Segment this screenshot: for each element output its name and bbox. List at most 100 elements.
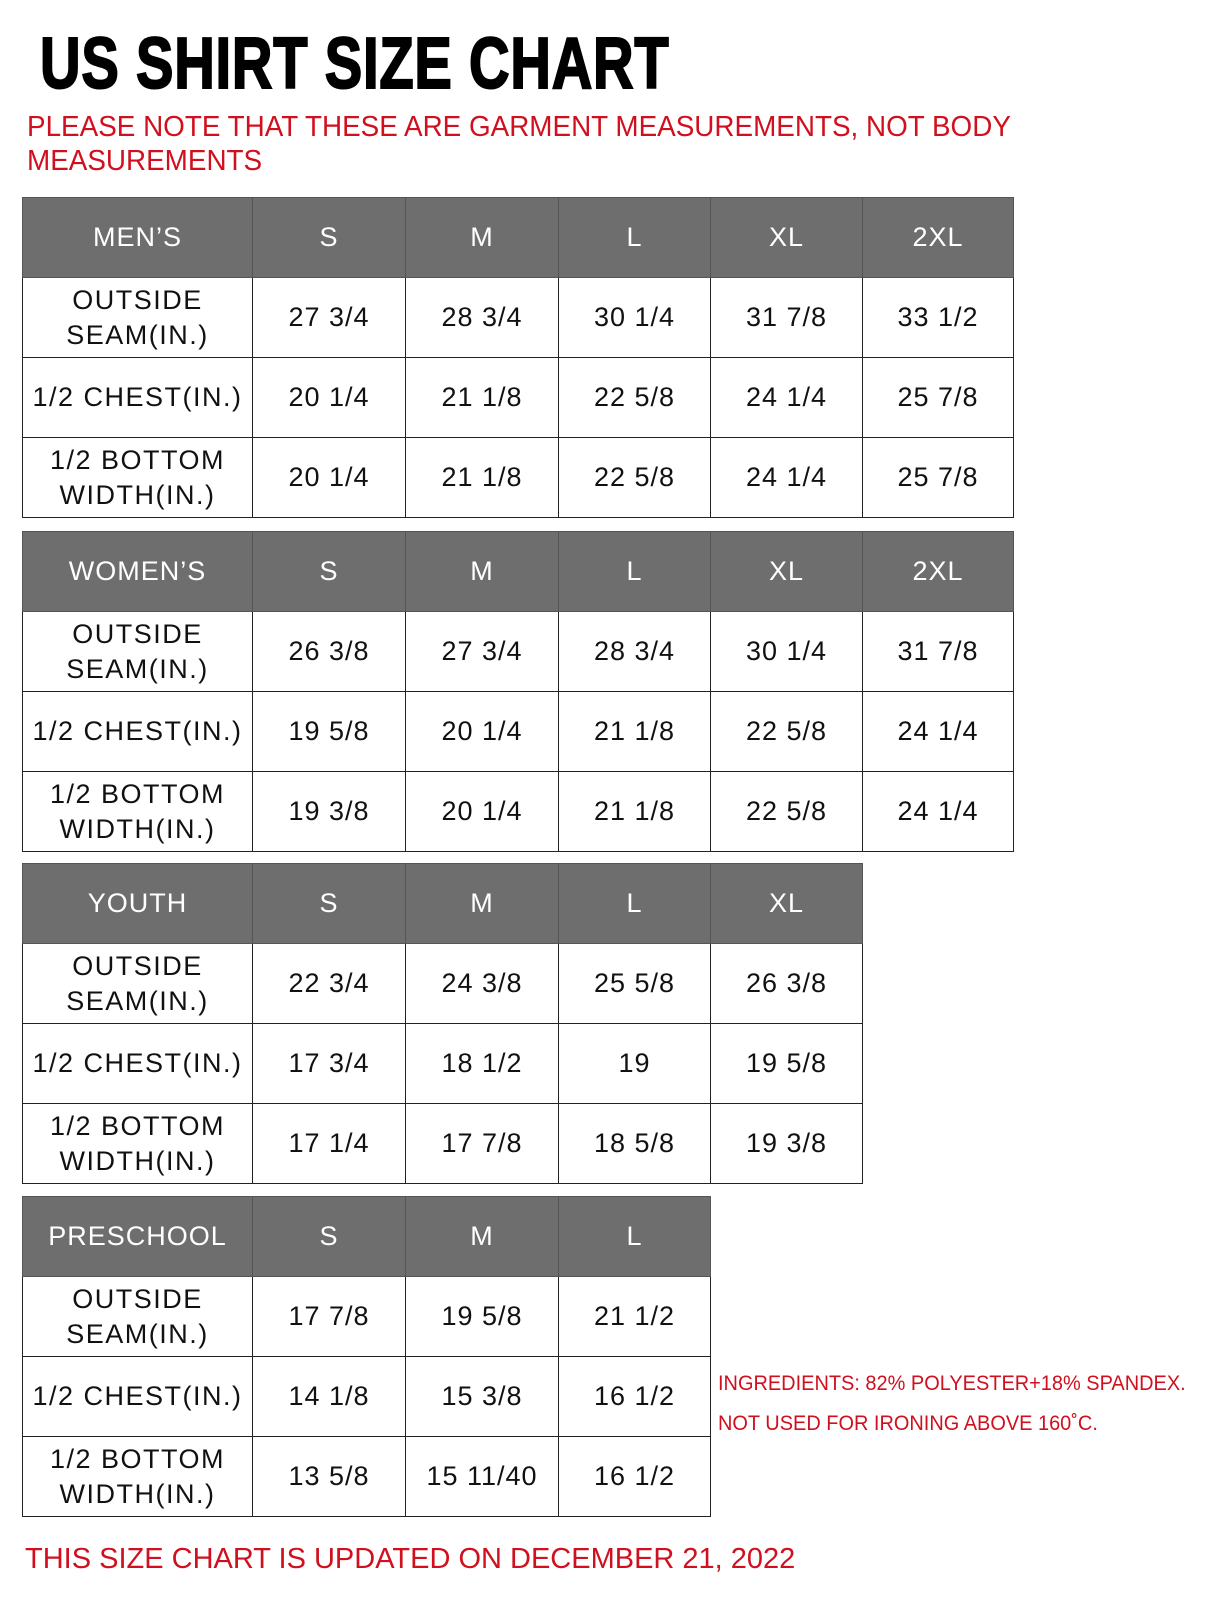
measurement-value: 18 5/8 (558, 1103, 711, 1184)
size-header: L (558, 197, 711, 278)
measurement-value: 17 7/8 (252, 1276, 406, 1357)
measurement-value: 27 3/4 (405, 611, 559, 692)
size-header: S (252, 531, 406, 612)
measurement-label: 1/2 CHEST(IN.) (22, 357, 253, 438)
measurement-value: 20 1/4 (252, 357, 406, 438)
measurement-value: 25 7/8 (862, 437, 1014, 518)
size-header: L (558, 1196, 711, 1277)
measurement-label: 1/2 CHEST(IN.) (22, 691, 253, 772)
table-row: 1/2 CHEST(IN.) 17 3/4 18 1/2 19 19 5/8 (22, 1023, 863, 1104)
size-header: 2XL (862, 197, 1014, 278)
table-header-row: WOMEN’S S M L XL 2XL (22, 531, 1014, 612)
measurement-label: 1/2 CHEST(IN.) (22, 1356, 253, 1437)
size-header: L (558, 531, 711, 612)
size-header: XL (710, 863, 863, 944)
measurement-value: 21 1/2 (558, 1276, 711, 1357)
measurement-value: 19 3/8 (252, 771, 406, 852)
table-header-row: MEN’S S M L XL 2XL (22, 197, 1014, 278)
size-header: S (252, 197, 406, 278)
measurement-value: 20 1/4 (405, 691, 559, 772)
table-row: OUTSIDE SEAM(IN.) 27 3/4 28 3/4 30 1/4 31 7/… (22, 277, 1014, 358)
measurement-value: 19 3/8 (710, 1103, 863, 1184)
size-header: 2XL (862, 531, 1014, 612)
table-header-row: PRESCHOOL S M L (22, 1196, 711, 1277)
measurement-value: 24 1/4 (862, 691, 1014, 772)
measurement-value: 21 1/8 (405, 357, 559, 438)
measurement-value: 28 3/4 (405, 277, 559, 358)
measurement-value: 15 11/40 (405, 1436, 559, 1517)
measurement-value: 22 5/8 (558, 437, 711, 518)
table-row: 1/2 BOTTOM WIDTH(IN.) 17 1/4 17 7/8 18 5/8 1… (22, 1103, 863, 1184)
measurement-value: 24 1/4 (710, 357, 863, 438)
measurement-value: 26 3/8 (710, 943, 863, 1024)
measurement-value: 19 5/8 (252, 691, 406, 772)
measurement-value: 21 1/8 (558, 691, 711, 772)
table-row: 1/2 BOTTOM WIDTH(IN.) 13 5/8 15 11/40 16 1/… (22, 1436, 711, 1517)
measurement-value: 33 1/2 (862, 277, 1014, 358)
table-row: 1/2 CHEST(IN.) 14 1/8 15 3/8 16 1/2 (22, 1356, 711, 1437)
measurement-label: OUTSIDE SEAM(IN.) (22, 943, 253, 1024)
measurement-value: 19 (558, 1023, 711, 1104)
measurement-value: 26 3/8 (252, 611, 406, 692)
measurement-value: 20 1/4 (405, 771, 559, 852)
category-header: YOUTH (22, 863, 253, 944)
measurement-label: OUTSIDE SEAM(IN.) (22, 277, 253, 358)
measurement-label: 1/2 BOTTOM WIDTH(IN.) (22, 771, 253, 852)
category-header: WOMEN’S (22, 531, 253, 612)
size-table-youth: YOUTH S M L XL OUTSIDE SEAM(IN.) 22 3/4 24 3/8 2… (22, 863, 863, 1184)
size-header: L (558, 863, 711, 944)
measurement-value: 21 1/8 (405, 437, 559, 518)
measurement-value: 22 5/8 (558, 357, 711, 438)
size-header: S (252, 1196, 406, 1277)
garment-note: PLEASE NOTE THAT THESE ARE GARMENT MEASU… (27, 111, 1011, 177)
measurement-value: 13 5/8 (252, 1436, 406, 1517)
measurement-value: 27 3/4 (252, 277, 406, 358)
update-footer: THIS SIZE CHART IS UPDATED ON DECEMBER 2… (25, 1543, 796, 1575)
measurement-value: 19 5/8 (710, 1023, 863, 1104)
table-row: 1/2 CHEST(IN.) 20 1/4 21 1/8 22 5/8 24 1/4 25… (22, 357, 1014, 438)
measurement-value: 15 3/8 (405, 1356, 559, 1437)
measurement-value: 31 7/8 (862, 611, 1014, 692)
size-table-womens: WOMEN’S S M L XL 2XL OUTSIDE SEAM(IN.) 26 3/8 27… (22, 531, 1014, 852)
table-row: OUTSIDE SEAM(IN.) 17 7/8 19 5/8 21 1/2 (22, 1276, 711, 1357)
size-header: M (405, 197, 559, 278)
category-header: PRESCHOOL (22, 1196, 253, 1277)
measurement-value: 22 3/4 (252, 943, 406, 1024)
measurement-value: 17 1/4 (252, 1103, 406, 1184)
size-header: XL (710, 531, 863, 612)
measurement-label: 1/2 CHEST(IN.) (22, 1023, 253, 1104)
table-row: 1/2 BOTTOM WIDTH(IN.) 20 1/4 21 1/8 22 5/8 2… (22, 437, 1014, 518)
table-row: 1/2 CHEST(IN.) 19 5/8 20 1/4 21 1/8 22 5/8 24… (22, 691, 1014, 772)
size-header: M (405, 863, 559, 944)
measurement-value: 17 3/4 (252, 1023, 406, 1104)
table-row: 1/2 BOTTOM WIDTH(IN.) 19 3/8 20 1/4 21 1/8 2… (22, 771, 1014, 852)
measurement-value: 24 1/4 (862, 771, 1014, 852)
size-table-preschool: PRESCHOOL S M L OUTSIDE SEAM(IN.) 17 7/8 19 5/… (22, 1196, 711, 1517)
table-row: OUTSIDE SEAM(IN.) 22 3/4 24 3/8 25 5/8 26 3/… (22, 943, 863, 1024)
measurement-value: 22 5/8 (710, 771, 863, 852)
table-row: OUTSIDE SEAM(IN.) 26 3/8 27 3/4 28 3/4 30 1/… (22, 611, 1014, 692)
measurement-value: 30 1/4 (558, 277, 711, 358)
measurement-value: 18 1/2 (405, 1023, 559, 1104)
size-header: S (252, 863, 406, 944)
ingredients-line: INGREDIENTS: 82% POLYESTER+18% SPANDEX. (718, 1372, 1186, 1395)
measurement-value: 31 7/8 (710, 277, 863, 358)
page-title: US SHIRT SIZE CHART (39, 24, 670, 104)
measurement-value: 25 7/8 (862, 357, 1014, 438)
measurement-value: 20 1/4 (252, 437, 406, 518)
table-header-row: YOUTH S M L XL (22, 863, 863, 944)
measurement-label: OUTSIDE SEAM(IN.) (22, 1276, 253, 1357)
measurement-label: 1/2 BOTTOM WIDTH(IN.) (22, 1103, 253, 1184)
size-header: M (405, 1196, 559, 1277)
measurement-label: 1/2 BOTTOM WIDTH(IN.) (22, 437, 253, 518)
measurement-value: 16 1/2 (558, 1436, 711, 1517)
measurement-value: 24 3/8 (405, 943, 559, 1024)
ingredients-info: INGREDIENTS: 82% POLYESTER+18% SPANDEX. … (718, 1364, 1186, 1444)
category-header: MEN’S (22, 197, 253, 278)
measurement-value: 30 1/4 (710, 611, 863, 692)
measurement-value: 16 1/2 (558, 1356, 711, 1437)
measurement-value: 19 5/8 (405, 1276, 559, 1357)
measurement-value: 24 1/4 (710, 437, 863, 518)
measurement-value: 14 1/8 (252, 1356, 406, 1437)
